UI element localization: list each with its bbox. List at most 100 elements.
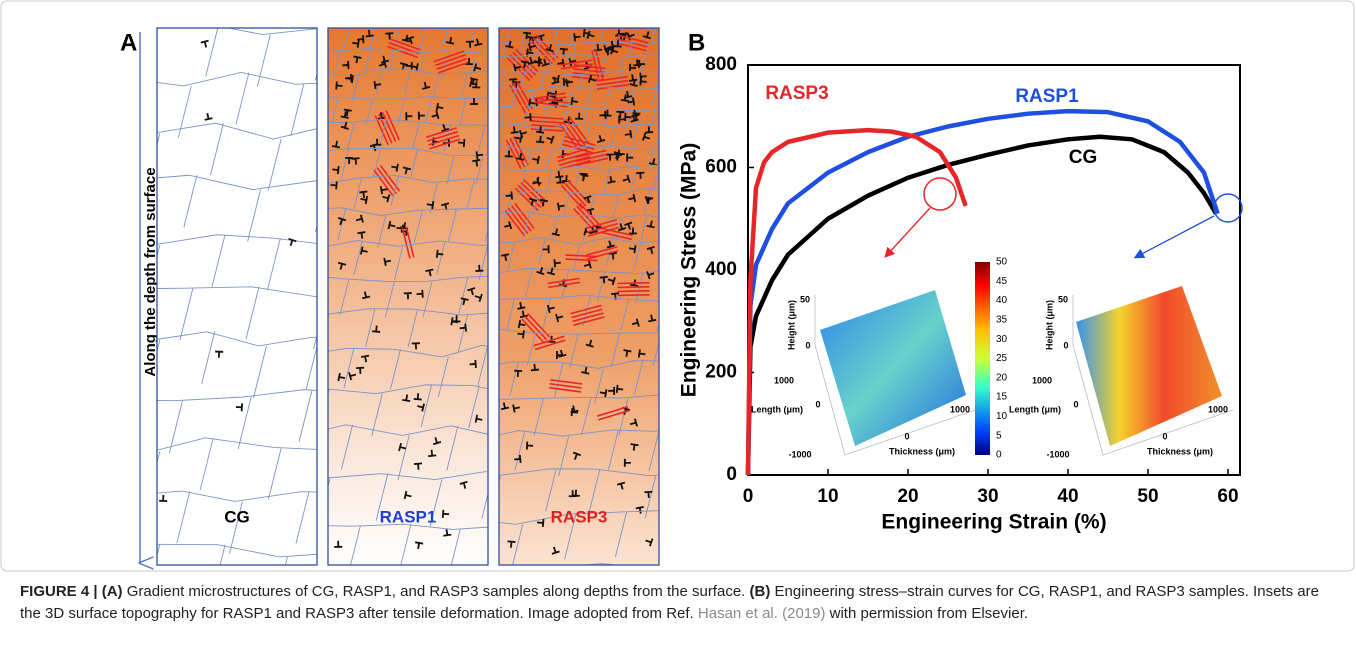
caption: FIGURE 4 | (A) Gradient microstructures … <box>20 581 1320 625</box>
dislocation <box>416 289 424 298</box>
grain-boundary <box>247 189 262 242</box>
grain-boundary <box>514 430 526 471</box>
dislocation <box>516 152 525 161</box>
dislocation <box>556 350 564 359</box>
grain-boundary <box>493 29 497 43</box>
grain-boundary <box>492 127 497 147</box>
grain-boundary <box>547 55 553 72</box>
caption-ref[interactable]: Hasan et al. (2019) <box>697 605 826 622</box>
grain-boundary <box>499 328 657 335</box>
grain-boundary <box>499 71 506 89</box>
colorbar-tick: 20 <box>996 372 1008 383</box>
caption-a: (A) <box>101 583 123 600</box>
grain-boundary <box>477 125 486 153</box>
dislocation <box>623 349 632 357</box>
twin-line <box>428 134 460 146</box>
grain-boundary <box>410 148 419 178</box>
dislocation <box>546 267 556 276</box>
twin-line <box>381 111 397 142</box>
grain-boundary <box>633 243 641 271</box>
dislocation <box>568 57 577 67</box>
colorbar-tick: 5 <box>996 430 1002 441</box>
twin-line <box>547 277 580 285</box>
column-bg <box>157 28 317 565</box>
arrow <box>884 207 931 258</box>
twin-line <box>561 63 593 70</box>
dislocation <box>373 138 382 146</box>
grain-boundary <box>468 385 480 428</box>
colorbar-tick: 30 <box>996 334 1008 345</box>
inset-tick: 0 <box>815 399 820 409</box>
grain-boundary <box>457 314 468 354</box>
dislocation <box>536 126 545 134</box>
twin-line <box>600 231 633 241</box>
colorbar-tick: 45 <box>996 276 1008 287</box>
grain-boundary <box>545 170 552 194</box>
twin-line <box>531 120 564 124</box>
twin-line <box>515 48 539 73</box>
dislocation <box>624 129 633 139</box>
dislocation <box>346 74 354 84</box>
dislocation <box>382 194 391 203</box>
dislocation <box>575 112 584 120</box>
grain-boundary <box>157 122 317 140</box>
dislocation <box>428 449 437 458</box>
dislocation <box>579 172 588 180</box>
grain-boundary <box>628 41 633 57</box>
dislocation <box>553 259 561 268</box>
grain-boundary <box>237 396 252 450</box>
grain-boundary <box>343 28 350 49</box>
highlight <box>1213 193 1243 223</box>
grain-boundary <box>368 28 376 52</box>
dislocation <box>645 538 654 547</box>
grain-boundary <box>499 399 501 404</box>
grain-boundary <box>157 286 317 298</box>
dislocation <box>469 97 479 105</box>
twin-line <box>563 139 595 150</box>
grain-boundary <box>499 28 659 31</box>
grain-boundary <box>117 400 130 452</box>
inset-tick: 1000 <box>774 375 794 385</box>
twin-line <box>534 339 566 351</box>
twin-line <box>617 286 650 289</box>
grain-boundary <box>407 308 419 348</box>
dislocation <box>629 78 638 87</box>
twin-line <box>572 312 604 323</box>
dislocation <box>474 293 483 303</box>
inset-tick: 1000 <box>950 404 970 414</box>
grain-boundary <box>437 356 449 398</box>
x-tick-label: 40 <box>1057 486 1078 507</box>
grain-boundary <box>524 149 531 172</box>
twin-line <box>559 123 580 151</box>
dislocation <box>532 155 540 165</box>
twin-line <box>598 409 630 421</box>
dislocation <box>431 110 440 120</box>
dislocation <box>599 275 608 284</box>
grain-boundary <box>328 308 488 316</box>
twin-line <box>617 34 649 44</box>
grain-boundary <box>352 75 360 101</box>
dislocation <box>571 489 580 497</box>
grain-boundary <box>499 40 659 46</box>
grain-boundary <box>628 89 635 109</box>
grain-boundary <box>499 144 659 151</box>
dislocation <box>605 153 614 161</box>
dislocation <box>351 157 360 165</box>
colorbar-tick: 10 <box>996 411 1008 422</box>
grain-boundary <box>365 308 376 347</box>
grain-boundary <box>256 34 271 87</box>
twin-line <box>559 159 592 170</box>
dislocation <box>467 287 476 296</box>
dislocation <box>288 237 297 247</box>
grain-boundary <box>582 108 589 128</box>
grain-boundary <box>499 468 659 477</box>
dislocation <box>517 319 526 329</box>
inset-axis <box>1072 295 1234 456</box>
grain-boundary <box>600 28 605 41</box>
twin-line <box>586 246 618 256</box>
dislocation <box>402 394 411 403</box>
dislocation <box>469 359 477 368</box>
inset-tick: 0 <box>904 431 909 441</box>
dislocation <box>556 202 565 211</box>
inset-tick: -1000 <box>788 449 811 459</box>
